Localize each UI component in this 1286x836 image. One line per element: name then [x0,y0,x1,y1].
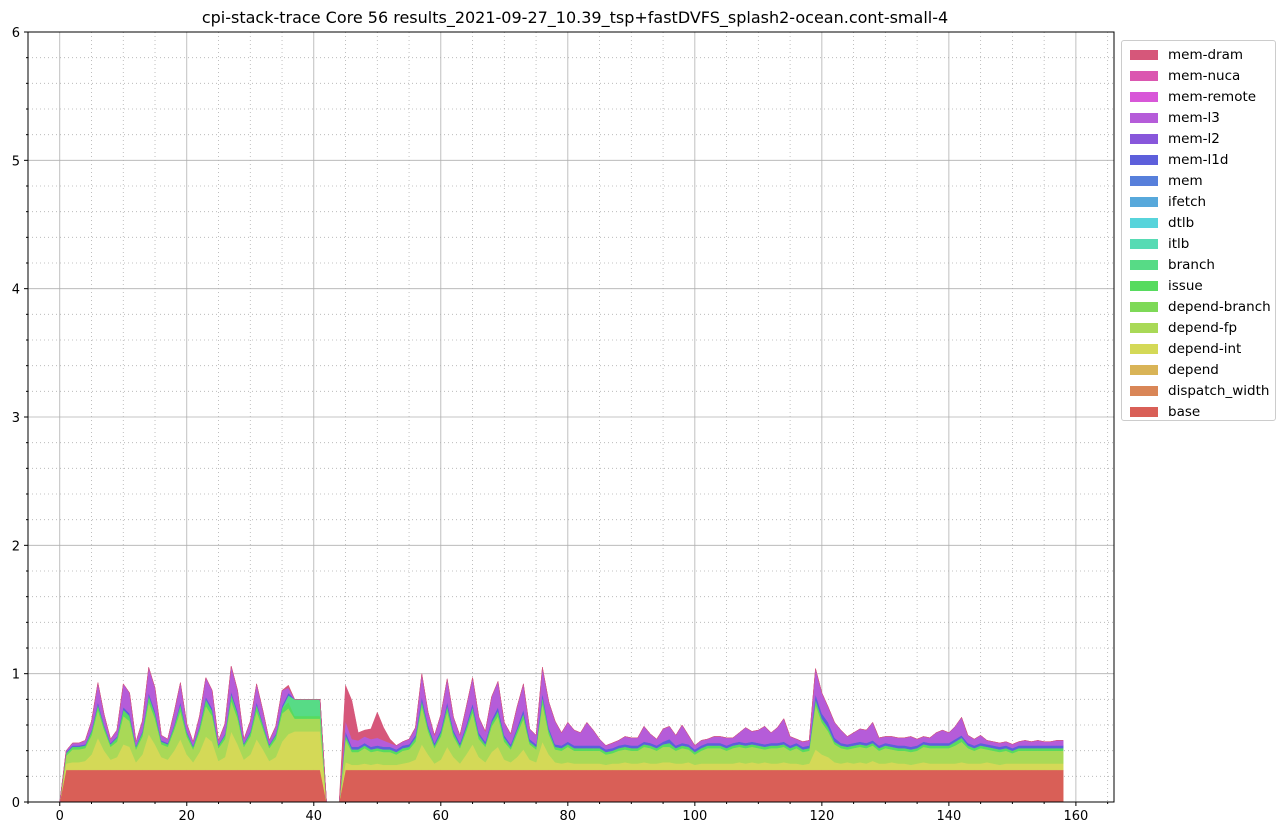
y-tick-label: 5 [12,154,20,169]
legend-swatch [1130,70,1158,81]
legend-swatch [1130,217,1158,228]
legend-label: ifetch [1168,193,1207,210]
chart-title: cpi-stack-trace Core 56 results_2021-09-… [201,8,949,27]
legend-swatch [1130,259,1158,270]
legend-swatch [1130,364,1158,375]
legend-item-base: base [1130,401,1275,422]
legend-label: issue [1168,277,1203,294]
legend-item-mem-l1d: mem-l1d [1130,149,1275,170]
legend-item-mem-dram: mem-dram [1130,44,1275,65]
legend-swatch [1130,91,1158,102]
legend-item-branch: branch [1130,254,1275,275]
legend-swatch [1130,406,1158,417]
legend-label: mem-l1d [1168,151,1229,168]
legend-swatch [1130,280,1158,291]
legend-label: depend-branch [1168,298,1271,315]
legend-swatch [1130,49,1158,60]
x-tick-label: 100 [682,809,707,824]
x-tick-label: 60 [433,809,450,824]
legend-label: mem [1168,172,1203,189]
y-tick-label: 0 [12,796,20,811]
legend-item-dtlb: dtlb [1130,212,1275,233]
legend-label: mem-dram [1168,46,1244,63]
legend-item-depend-branch: depend-branch [1130,296,1275,317]
legend-item-mem-l3: mem-l3 [1130,107,1275,128]
x-tick-label: 80 [560,809,577,824]
legend-label: base [1168,403,1201,420]
legend-item-itlb: itlb [1130,233,1275,254]
legend-label: itlb [1168,235,1190,252]
legend-item-dispatch_width: dispatch_width [1130,380,1275,401]
legend-swatch [1130,133,1158,144]
x-axis-ticks: 0 20 40 60 80 100 120 140 160 [27,802,1109,824]
legend-swatch [1130,343,1158,354]
x-tick-label: 160 [1063,809,1088,824]
legend-item-ifetch: ifetch [1130,191,1275,212]
y-tick-label: 3 [12,411,20,426]
y-axis-ticks: 0 1 2 3 4 5 6 [12,26,28,811]
x-tick-label: 0 [56,809,64,824]
area-base [59,769,1064,803]
x-tick-label: 140 [936,809,961,824]
major-gridlines [28,31,1114,803]
legend-label: mem-l2 [1168,130,1220,147]
area-mem-dram [59,665,1064,803]
legend-label: mem-remote [1168,88,1257,105]
legend-label: mem-nuca [1168,67,1241,84]
legend-item-issue: issue [1130,275,1275,296]
legend-label: branch [1168,256,1215,273]
legend-swatch [1130,385,1158,396]
y-tick-label: 6 [12,26,20,41]
legend-label: dtlb [1168,214,1195,231]
legend-item-depend: depend [1130,359,1275,380]
stacked-areas [59,665,1064,803]
legend-label: depend-fp [1168,319,1238,336]
legend-item-depend-fp: depend-fp [1130,317,1275,338]
legend-swatch [1130,175,1158,186]
legend: mem-dram mem-nuca mem-remote mem-l3 mem-l2 me… [1121,40,1276,421]
legend-label: dispatch_width [1168,382,1270,399]
y-tick-label: 1 [12,668,20,683]
legend-swatch [1130,238,1158,249]
legend-item-mem-l2: mem-l2 [1130,128,1275,149]
legend-item-mem-remote: mem-remote [1130,86,1275,107]
x-tick-label: 120 [809,809,834,824]
y-tick-label: 4 [12,283,20,298]
legend-label: depend-int [1168,340,1242,357]
x-tick-label: 20 [178,809,195,824]
legend-label: depend [1168,361,1219,378]
legend-item-mem: mem [1130,170,1275,191]
x-tick-label: 40 [306,809,323,824]
legend-swatch [1130,112,1158,123]
legend-item-depend-int: depend-int [1130,338,1275,359]
legend-swatch [1130,154,1158,165]
legend-swatch [1130,322,1158,333]
legend-item-mem-nuca: mem-nuca [1130,65,1275,86]
legend-swatch [1130,196,1158,207]
legend-label: mem-l3 [1168,109,1220,126]
y-tick-label: 2 [12,539,20,554]
legend-swatch [1130,301,1158,312]
